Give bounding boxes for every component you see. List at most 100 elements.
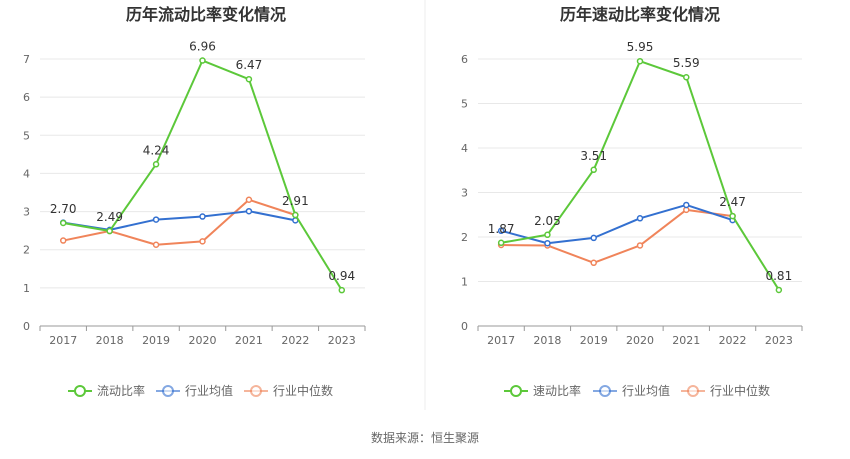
data-point: [245, 196, 253, 203]
data-point: [106, 227, 113, 235]
current-ratio-chart: 历年流动比率变化情况 0 1 2 3 4 5 6 7 2017 2018 2019 2020 2021 20…: [23, 5, 366, 398]
x-tick-label: 2020: [189, 334, 217, 347]
legend-marker-icon: [74, 385, 86, 397]
data-point: [590, 259, 597, 267]
x-tick-label: 2021: [672, 334, 700, 347]
series-line: [500, 203, 733, 245]
x-tick-label: 2023: [328, 334, 356, 347]
series-line: [500, 60, 780, 291]
legend-label: 流动比率: [97, 383, 145, 398]
legend-item[interactable]: 行业均值: [593, 383, 670, 398]
y-tick-label: 2: [461, 231, 468, 244]
data-label: 6.47: [236, 58, 263, 72]
data-point: [245, 75, 253, 83]
data-label: 1.87: [488, 222, 515, 236]
series-line: [501, 208, 733, 264]
y-tick-label: 6: [461, 53, 468, 66]
data-point: [245, 207, 253, 215]
legend-label: 速动比率: [533, 383, 581, 398]
x-tick-label: 2018: [96, 334, 124, 347]
data-label: 2.47: [719, 195, 746, 209]
quick-ratio-chart: 历年速动比率变化情况 0 1 2 3 4 5 6 2017 2018 2019 2020 2021 202…: [461, 5, 803, 398]
data-point: [152, 241, 160, 249]
legend-item[interactable]: 行业中位数: [244, 383, 333, 398]
x-tick-label: 2022: [281, 334, 309, 347]
legend-marker-icon: [162, 385, 174, 397]
legend-label: 行业中位数: [273, 383, 333, 398]
x-tick-label: 2022: [719, 334, 747, 347]
data-point: [199, 57, 206, 64]
series-line: [63, 210, 296, 231]
data-label: 2.05: [534, 214, 561, 228]
x-tick-label: 2018: [533, 334, 561, 347]
legend-label: 行业中位数: [710, 383, 770, 398]
data-point: [683, 73, 690, 81]
data-point: [497, 227, 505, 235]
data-point: [292, 211, 299, 219]
legend-marker-icon: [599, 385, 611, 397]
y-tick-label: 4: [461, 142, 468, 155]
data-label: 3.51: [580, 149, 607, 163]
legend-marker-icon: [510, 385, 522, 397]
data-point: [152, 216, 160, 223]
y-tick-label: 3: [23, 206, 30, 219]
y-tick-label: 1: [461, 276, 468, 289]
data-point: [497, 239, 505, 247]
legend-label: 行业均值: [622, 383, 670, 398]
x-tick-label: 2019: [142, 334, 170, 347]
legend-item[interactable]: 行业中位数: [681, 383, 770, 398]
data-label: 2.70: [50, 202, 77, 216]
data-label: 4.24: [143, 143, 170, 157]
legend-marker-icon: [687, 385, 699, 397]
y-tick-label: 7: [23, 53, 30, 66]
data-label: 0.81: [765, 269, 792, 283]
legend-item[interactable]: 流动比率: [68, 383, 145, 398]
data-point: [544, 239, 551, 247]
data-label: 0.94: [328, 269, 355, 283]
data-label: 2.49: [96, 210, 123, 224]
series-line: [63, 59, 343, 291]
chart-title: 历年流动比率变化情况: [126, 5, 286, 24]
data-point: [152, 161, 160, 168]
y-tick-label: 5: [23, 129, 30, 142]
chart-title: 历年速动比率变化情况: [560, 5, 720, 24]
x-tick-label: 2017: [487, 334, 515, 347]
y-tick-label: 3: [461, 187, 468, 200]
data-point: [636, 242, 644, 249]
legend-label: 行业均值: [185, 383, 233, 398]
data-point: [636, 57, 644, 65]
data-point: [636, 215, 644, 222]
data-point: [729, 212, 736, 220]
data-point: [775, 286, 783, 294]
series-line: [63, 198, 296, 246]
data-point: [59, 219, 67, 227]
x-tick-label: 2017: [49, 334, 77, 347]
y-tick-label: 0: [461, 320, 468, 333]
data-label: 6.96: [189, 40, 216, 54]
data-source-text: 数据来源：恒生聚源: [371, 430, 479, 445]
x-tick-label: 2020: [626, 334, 654, 347]
legend-item[interactable]: 速动比率: [504, 383, 581, 398]
y-tick-label: 2: [23, 244, 30, 257]
data-point: [59, 237, 67, 244]
data-label: 5.59: [673, 56, 700, 70]
x-tick-label: 2019: [580, 334, 608, 347]
data-point: [544, 231, 551, 239]
data-point: [683, 201, 690, 209]
data-label: 2.91: [282, 194, 309, 208]
x-tick-label: 2023: [765, 334, 793, 347]
x-tick-label: 2021: [235, 334, 263, 347]
y-tick-label: 0: [23, 320, 30, 333]
data-point: [590, 234, 597, 242]
data-point: [199, 213, 206, 220]
legend-item[interactable]: 行业均值: [156, 383, 233, 398]
y-tick-label: 6: [23, 91, 30, 104]
y-tick-label: 1: [23, 282, 30, 295]
data-point: [338, 286, 346, 294]
data-point: [199, 238, 206, 245]
legend-marker-icon: [250, 385, 262, 397]
data-label: 5.95: [627, 40, 654, 54]
y-tick-label: 5: [461, 98, 468, 111]
y-tick-label: 4: [23, 167, 30, 180]
